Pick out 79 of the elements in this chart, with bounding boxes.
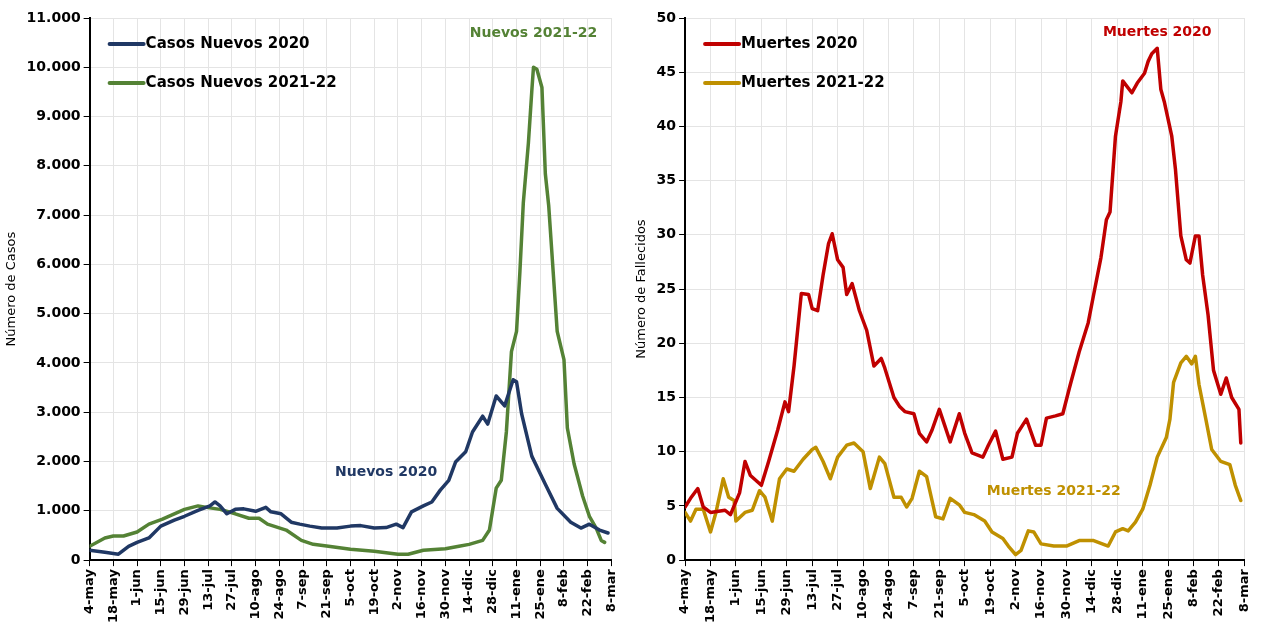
y-tick-label: 5 [666, 496, 677, 513]
y-tick-label: 8.000 [36, 156, 81, 173]
x-tick-label: 25-ene [1159, 568, 1175, 620]
y-tick-label: 10.000 [26, 57, 81, 74]
x-tick-label: 8-mar [602, 568, 618, 613]
y-tick-label: 3.000 [36, 402, 81, 419]
x-tick-label: 27-jul [223, 569, 239, 611]
annotation: Muertes 2021-22 [986, 481, 1121, 498]
y-tick-label: 25 [656, 279, 677, 296]
x-tick-label: 22-feb [1210, 569, 1226, 617]
x-tick-label: 24-ago [879, 569, 895, 620]
y-tick-label: 2.000 [36, 452, 81, 469]
y-tick-label: 6.000 [36, 255, 81, 272]
x-tick-label: 8-mar [1235, 568, 1251, 613]
y-tick-label: 1.000 [36, 501, 81, 518]
legend-label: Casos Nuevos 2020 [145, 33, 310, 52]
x-tick-label: 15-jun [752, 569, 768, 616]
y-tick-label: 35 [656, 171, 677, 188]
x-tick-label: 19-oct [365, 569, 381, 616]
y-tick-label: 40 [656, 117, 677, 134]
x-tick-label: 10-ago [247, 569, 263, 620]
x-tick-label: 30-nov [1057, 568, 1073, 620]
x-tick-label: 21-sep [318, 569, 334, 619]
x-tick-label: 10-ago [854, 569, 870, 620]
x-tick-label: 13-jul [803, 569, 819, 611]
legend-label: Casos Nuevos 2021-22 [145, 72, 337, 91]
x-tick-label: 28-dic [1108, 569, 1124, 615]
y-tick-label: 15 [656, 388, 677, 405]
y-tick-label: 11.000 [26, 8, 81, 25]
annotation: Muertes 2020 [1102, 22, 1212, 39]
x-tick-label: 4-may [81, 568, 96, 614]
x-tick-label: 16-nov [1032, 568, 1048, 620]
x-tick-label: 19-oct [981, 569, 997, 616]
legend-label: Muertes 2021-22 [741, 72, 885, 91]
x-tick-label: 15-jun [152, 569, 168, 616]
x-tick-label: 18-may [701, 568, 717, 624]
x-tick-label: 16-nov [413, 568, 429, 620]
x-tick-label: 2-nov [389, 568, 405, 611]
x-tick-label: 1-jun [128, 569, 144, 607]
y-axis-title: Número de Casos [3, 231, 19, 347]
y-tick-label: 45 [656, 62, 677, 79]
x-tick-label: 24-ago [270, 569, 286, 620]
x-tick-label: 28-dic [484, 569, 500, 615]
x-tick-label: 27-jul [829, 569, 844, 611]
x-tick-label: 21-sep [930, 569, 946, 619]
y-tick-label: 20 [656, 333, 677, 350]
y-tick-label: 7.000 [36, 205, 81, 222]
x-tick-label: 8-feb [555, 569, 571, 608]
x-tick-label: 29-jun [778, 569, 794, 616]
x-tick-label: 5-oct [956, 569, 972, 607]
x-tick-label: 8-feb [1184, 569, 1200, 608]
x-tick-label: 7-sep [905, 569, 921, 610]
x-tick-label: 25-ene [531, 568, 547, 620]
x-tick-label: 11-ene [507, 568, 523, 620]
x-tick-label: 22-feb [579, 569, 595, 617]
x-tick-label: 7-sep [294, 569, 310, 610]
x-tick-label: 13-jul [199, 569, 215, 611]
y-tick-label: 4.000 [36, 353, 81, 370]
x-tick-label: 2-nov [1006, 568, 1022, 611]
y-tick-label: 9.000 [36, 107, 81, 124]
y-tick-label: 10 [656, 442, 677, 459]
x-tick-label: 14-dic [460, 569, 476, 615]
x-tick-label: 29-jun [175, 569, 191, 616]
y-tick-label: 0 [70, 550, 81, 567]
annotation: Nuevos 2020 [335, 463, 438, 480]
x-tick-label: 11-ene [1134, 568, 1150, 620]
x-tick-label: 14-dic [1083, 569, 1099, 615]
legend-label: Muertes 2020 [741, 33, 858, 52]
x-tick-label: 1-jun [727, 569, 743, 607]
y-tick-label: 50 [656, 8, 677, 25]
x-tick-label: 4-may [676, 568, 692, 614]
y-tick-label: 0 [666, 550, 677, 567]
annotation: Nuevos 2021-22 [469, 23, 598, 40]
x-tick-label: 5-oct [341, 569, 357, 607]
x-tick-label: 18-may [104, 568, 120, 624]
y-axis-title: Número de Fallecidos [633, 219, 649, 359]
y-tick-label: 5.000 [36, 304, 81, 321]
x-tick-label: 30-nov [436, 568, 452, 620]
y-tick-label: 30 [656, 225, 677, 242]
